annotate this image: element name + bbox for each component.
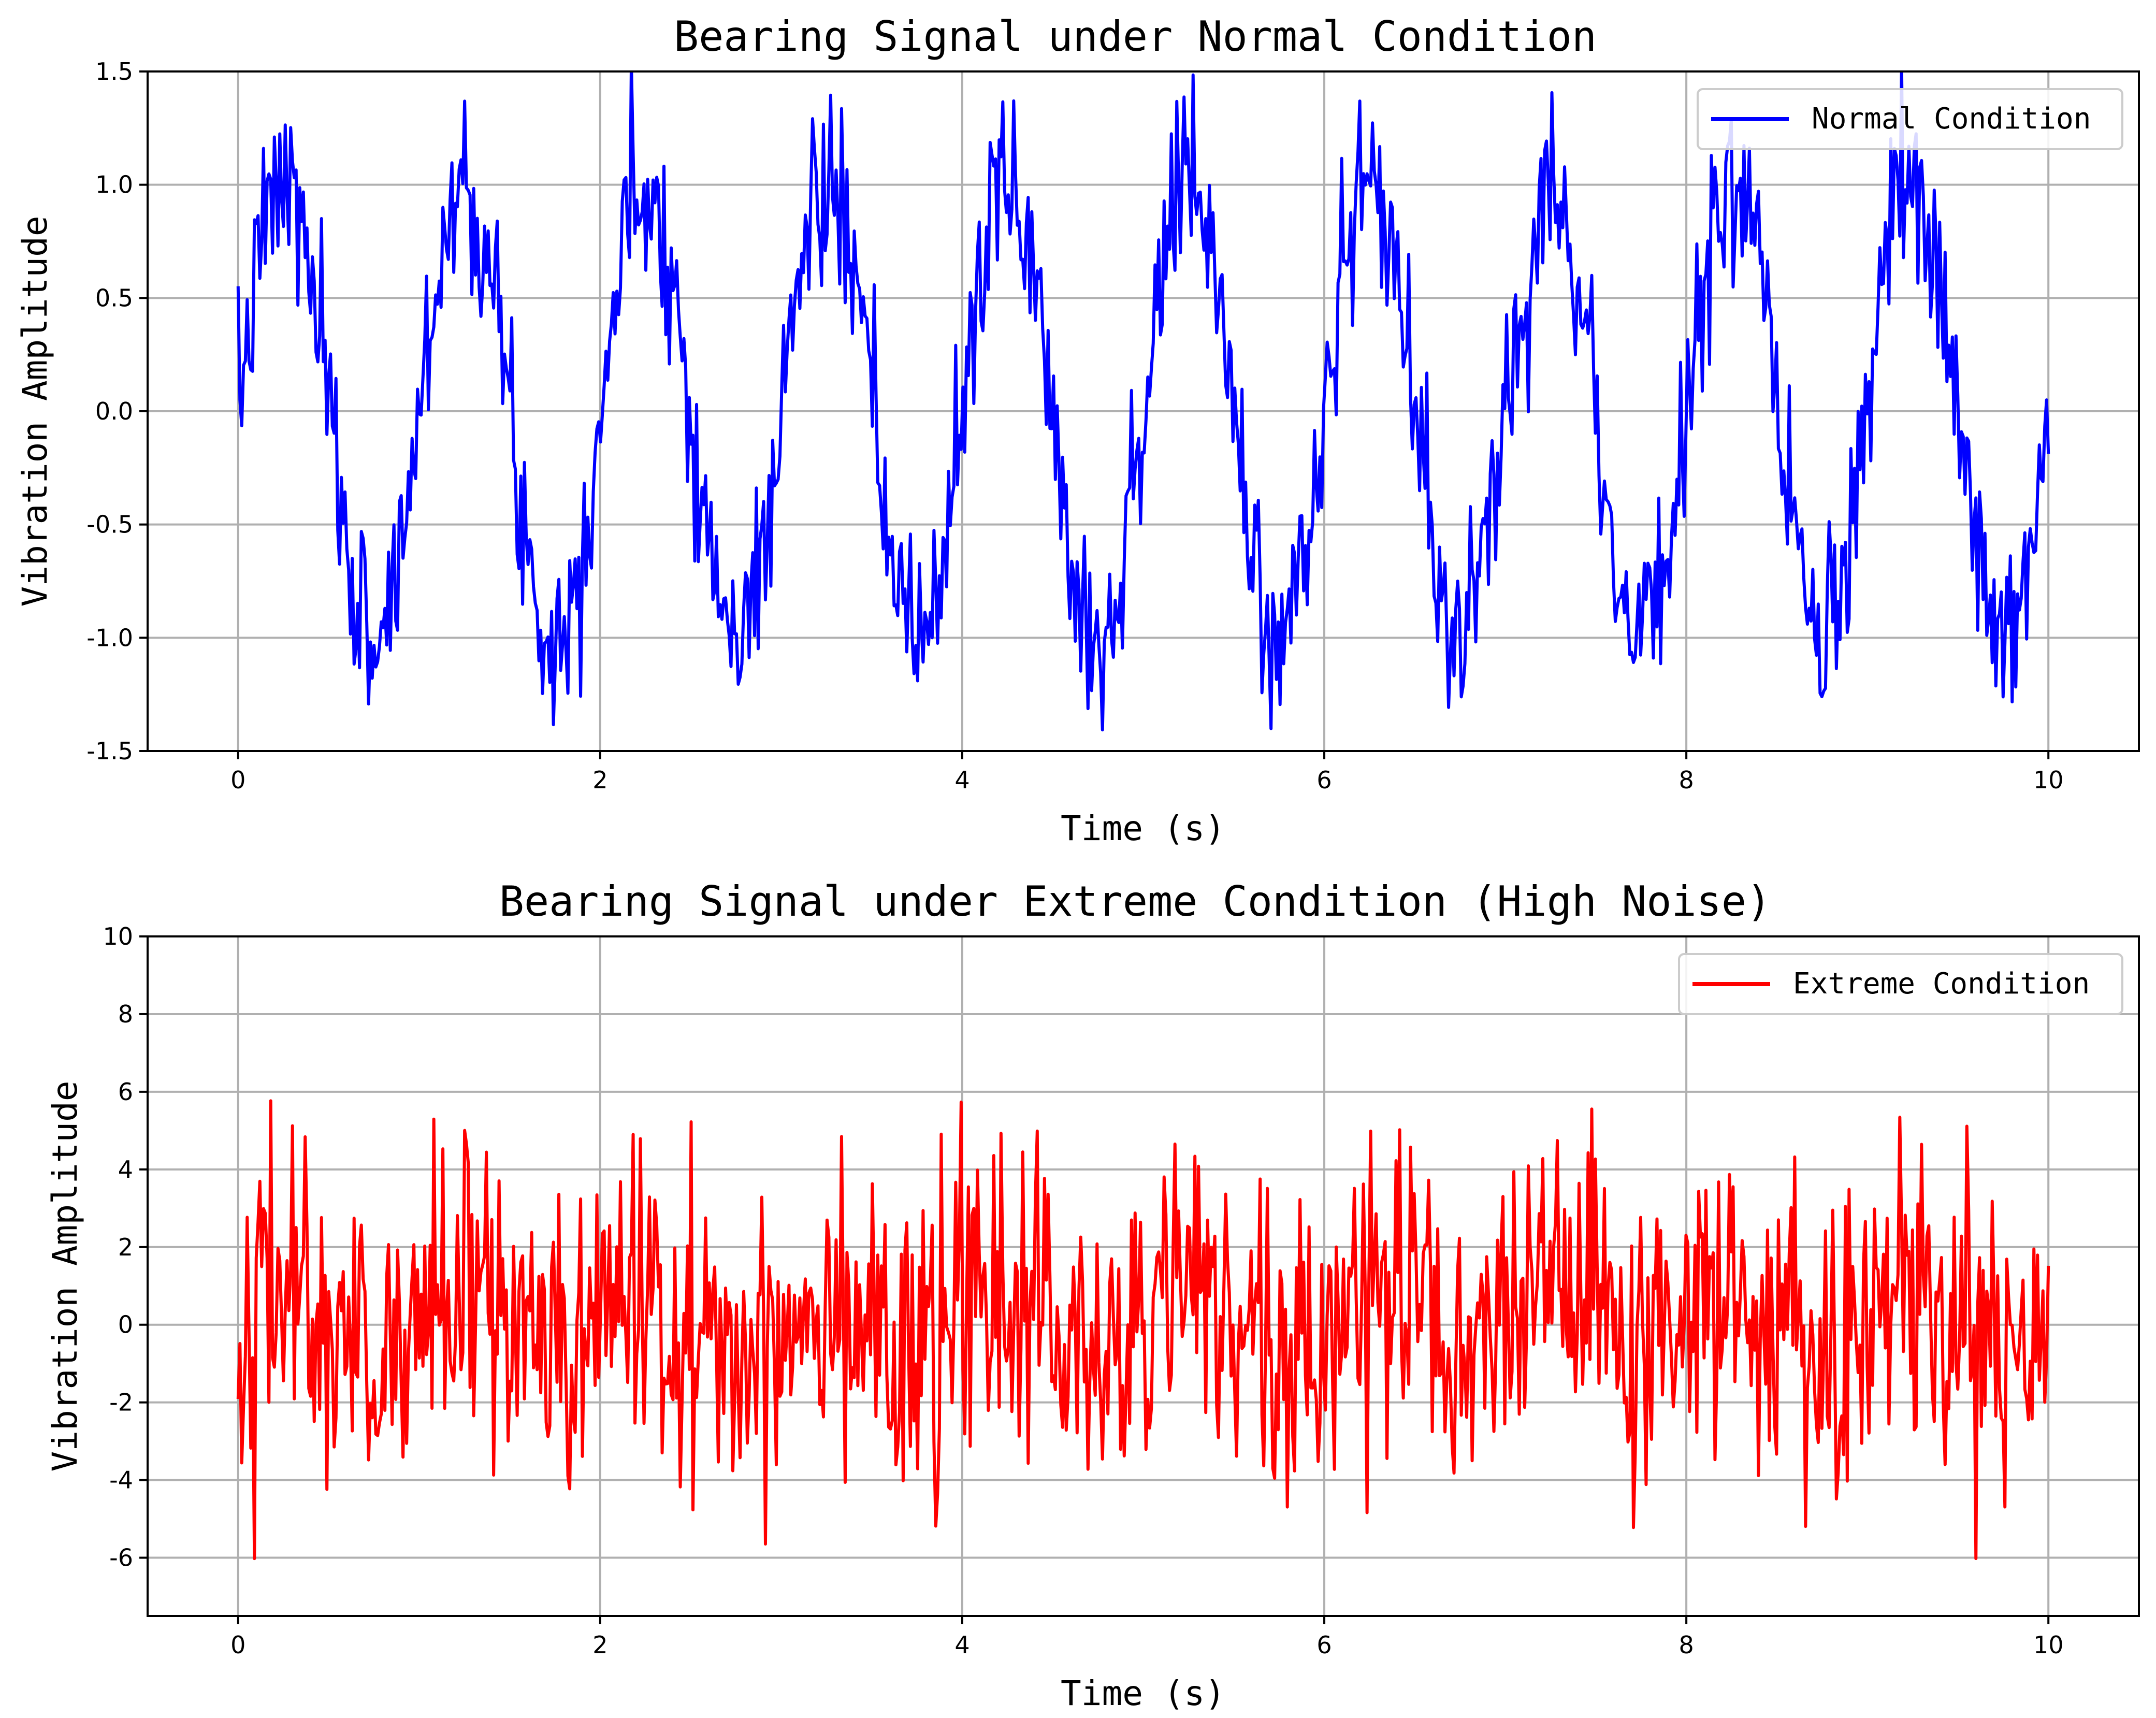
x-axis-label: Time (s) bbox=[1061, 1673, 1225, 1713]
y-tick-label: 0.5 bbox=[95, 284, 133, 312]
y-tick-label: 4 bbox=[118, 1156, 133, 1183]
x-tick-label: 8 bbox=[1679, 766, 1694, 794]
y-tick-label: 1.5 bbox=[95, 57, 133, 85]
normal-condition-chart: Bearing Signal under Normal Condition 0 2… bbox=[15, 12, 2140, 848]
y-tick-label: 2 bbox=[118, 1233, 133, 1261]
x-tick-label: 0 bbox=[230, 766, 245, 794]
x-tick-label: 0 bbox=[230, 1631, 245, 1659]
y-axis-label: Vibration Amplitude bbox=[15, 216, 55, 607]
legend-box bbox=[1678, 953, 2123, 1015]
series bbox=[236, 1099, 2050, 1561]
y-tick-label: 0 bbox=[118, 1311, 133, 1339]
legend-label-extreme-condition: Extreme Condition bbox=[1793, 967, 2090, 1001]
x-axis-label: Time (s) bbox=[1061, 809, 1225, 848]
x-tick-label: 8 bbox=[1679, 1631, 1694, 1659]
series bbox=[236, 71, 2050, 732]
plot-area-frame bbox=[147, 935, 2140, 1617]
y-tick-label: -4 bbox=[109, 1466, 133, 1494]
ticks: 0 2 4 6 8 10 -6 -4 -2 0 2 4 6 8 10 bbox=[103, 922, 2063, 1659]
chart-title: Bearing Signal under Normal Condition bbox=[674, 12, 1597, 61]
y-tick-label: -0.5 bbox=[86, 511, 133, 539]
legend: Extreme Condition bbox=[1678, 953, 2123, 1015]
ticks: 0 2 4 6 8 10 -1.5 -1.0 -0.5 0.0 0.5 1.0 1.5 bbox=[86, 57, 2063, 794]
series-line-extreme-condition bbox=[236, 1099, 2050, 1561]
y-tick-label: 8 bbox=[118, 1000, 133, 1028]
extreme-condition-chart: Bearing Signal under Extreme Condition (… bbox=[45, 877, 2140, 1713]
y-tick-label: 0.0 bbox=[95, 397, 133, 425]
y-tick-label: 1.0 bbox=[95, 171, 133, 199]
x-tick-label: 2 bbox=[592, 766, 607, 794]
y-tick-label: 10 bbox=[103, 922, 133, 950]
y-tick-label: -6 bbox=[109, 1544, 133, 1572]
y-axis-label: Vibration Amplitude bbox=[45, 1081, 85, 1472]
x-tick-label: 2 bbox=[592, 1631, 607, 1659]
x-tick-label: 4 bbox=[954, 1631, 970, 1659]
x-tick-label: 4 bbox=[954, 766, 970, 794]
x-tick-label: 6 bbox=[1316, 766, 1332, 794]
legend-label-normal-condition: Normal Condition bbox=[1812, 102, 2091, 136]
chart-title: Bearing Signal under Extreme Condition (… bbox=[499, 877, 1771, 926]
plot-area-frame bbox=[147, 70, 2140, 752]
y-tick-label: -1.5 bbox=[86, 737, 133, 765]
x-tick-label: 10 bbox=[2033, 1631, 2064, 1659]
y-tick-label: -1.0 bbox=[86, 624, 133, 652]
legend: Normal Condition bbox=[1697, 88, 2123, 150]
series-line-normal-condition bbox=[236, 71, 2050, 732]
x-tick-label: 6 bbox=[1316, 1631, 1332, 1659]
legend-box bbox=[1697, 88, 2123, 150]
x-tick-label: 10 bbox=[2033, 766, 2064, 794]
y-tick-label: -2 bbox=[109, 1389, 133, 1417]
y-tick-label: 6 bbox=[118, 1078, 133, 1106]
